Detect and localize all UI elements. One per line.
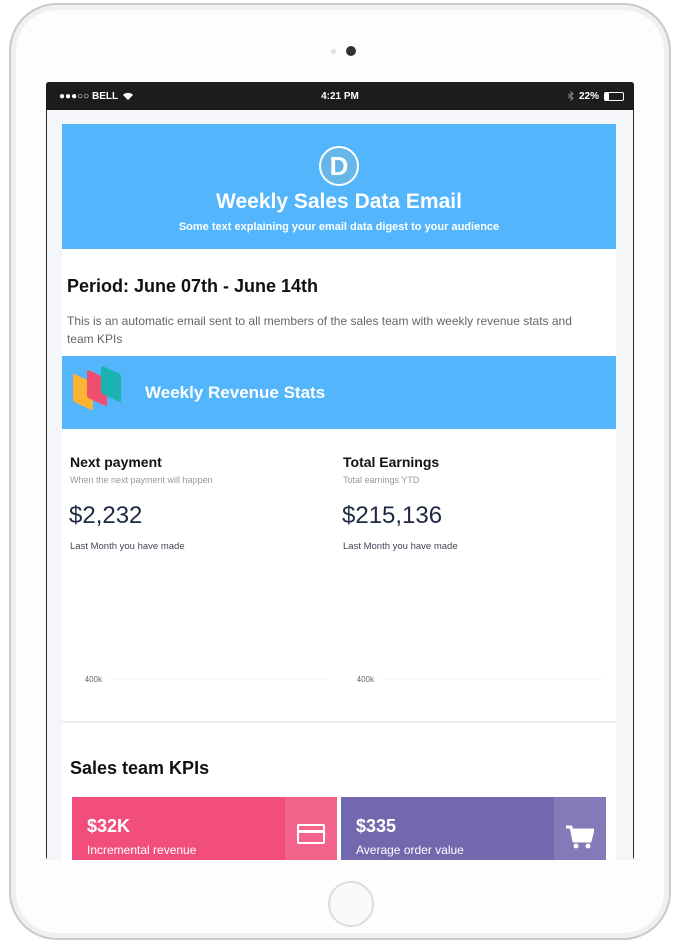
line-chart: 0200k400k0123456789ActualPlanned <box>85 675 327 684</box>
kpi-label: Average order value <box>356 843 464 857</box>
kpi-title: Sales team KPIs <box>70 758 210 778</box>
bar-chart: 0200k400kRevenue <box>357 675 602 684</box>
stat-subtitle: When the next payment will happen <box>70 475 213 485</box>
kpi-label: Incremental revenue <box>87 843 197 857</box>
stat-value: $2,232 <box>69 502 143 529</box>
kpi-value: $335 <box>356 816 397 836</box>
screen: ●●●○○ BELL 4:21 PM 22% D Weekly Sales Da… <box>46 82 634 860</box>
kpi-card-average-order-value: $335 Average order value <box>341 797 606 860</box>
divider <box>62 721 616 723</box>
credit-card-icon <box>285 797 337 860</box>
stat-value: $215,136 <box>342 502 443 529</box>
bluetooth-icon <box>567 91 574 101</box>
stat-title: Next payment <box>70 454 162 470</box>
logo: D <box>319 146 359 186</box>
status-left: ●●●○○ BELL <box>59 82 134 110</box>
email-subtitle: Some text explaining your email data dig… <box>178 221 500 233</box>
battery-level: 22% <box>578 90 599 102</box>
y-tick-label: 400k <box>85 675 103 684</box>
shopping-cart-icon <box>554 797 606 860</box>
email-title: Weekly Sales Data Email <box>216 190 462 213</box>
status-bar: ●●●○○ BELL 4:21 PM 22% <box>46 82 634 110</box>
stat-note: Last Month you have made <box>343 541 458 552</box>
stat-note: Last Month you have made <box>70 541 185 552</box>
period-title: Period: June 07th - June 14th <box>67 276 319 296</box>
camera <box>346 46 356 56</box>
period-description: This is an automatic email sent to all m… <box>67 314 572 346</box>
status-center: 4:21 PM <box>46 82 634 110</box>
email-viewport[interactable]: D Weekly Sales Data Email Some text expl… <box>47 110 633 860</box>
sensor <box>331 49 336 54</box>
battery-icon <box>604 91 624 101</box>
revenue-stats-banner: Weekly Revenue Stats <box>62 356 616 429</box>
clock: 4:21 PM <box>321 90 359 102</box>
wifi-icon <box>123 92 134 100</box>
stat-subtitle: Total earnings YTD <box>343 475 420 485</box>
home-button[interactable] <box>328 881 374 927</box>
kpi-card-incremental-revenue: $32K Incremental revenue <box>72 797 337 860</box>
status-right: 22% <box>567 82 624 110</box>
carrier: ●●●○○ BELL <box>59 90 119 102</box>
kpi-value: $32K <box>87 816 131 836</box>
y-tick-label: 400k <box>357 675 375 684</box>
email-body: D Weekly Sales Data Email Some text expl… <box>62 124 616 860</box>
stat-title: Total Earnings <box>343 454 440 470</box>
revenue-stats-title: Weekly Revenue Stats <box>145 383 326 402</box>
email-header: D Weekly Sales Data Email Some text expl… <box>62 124 616 249</box>
